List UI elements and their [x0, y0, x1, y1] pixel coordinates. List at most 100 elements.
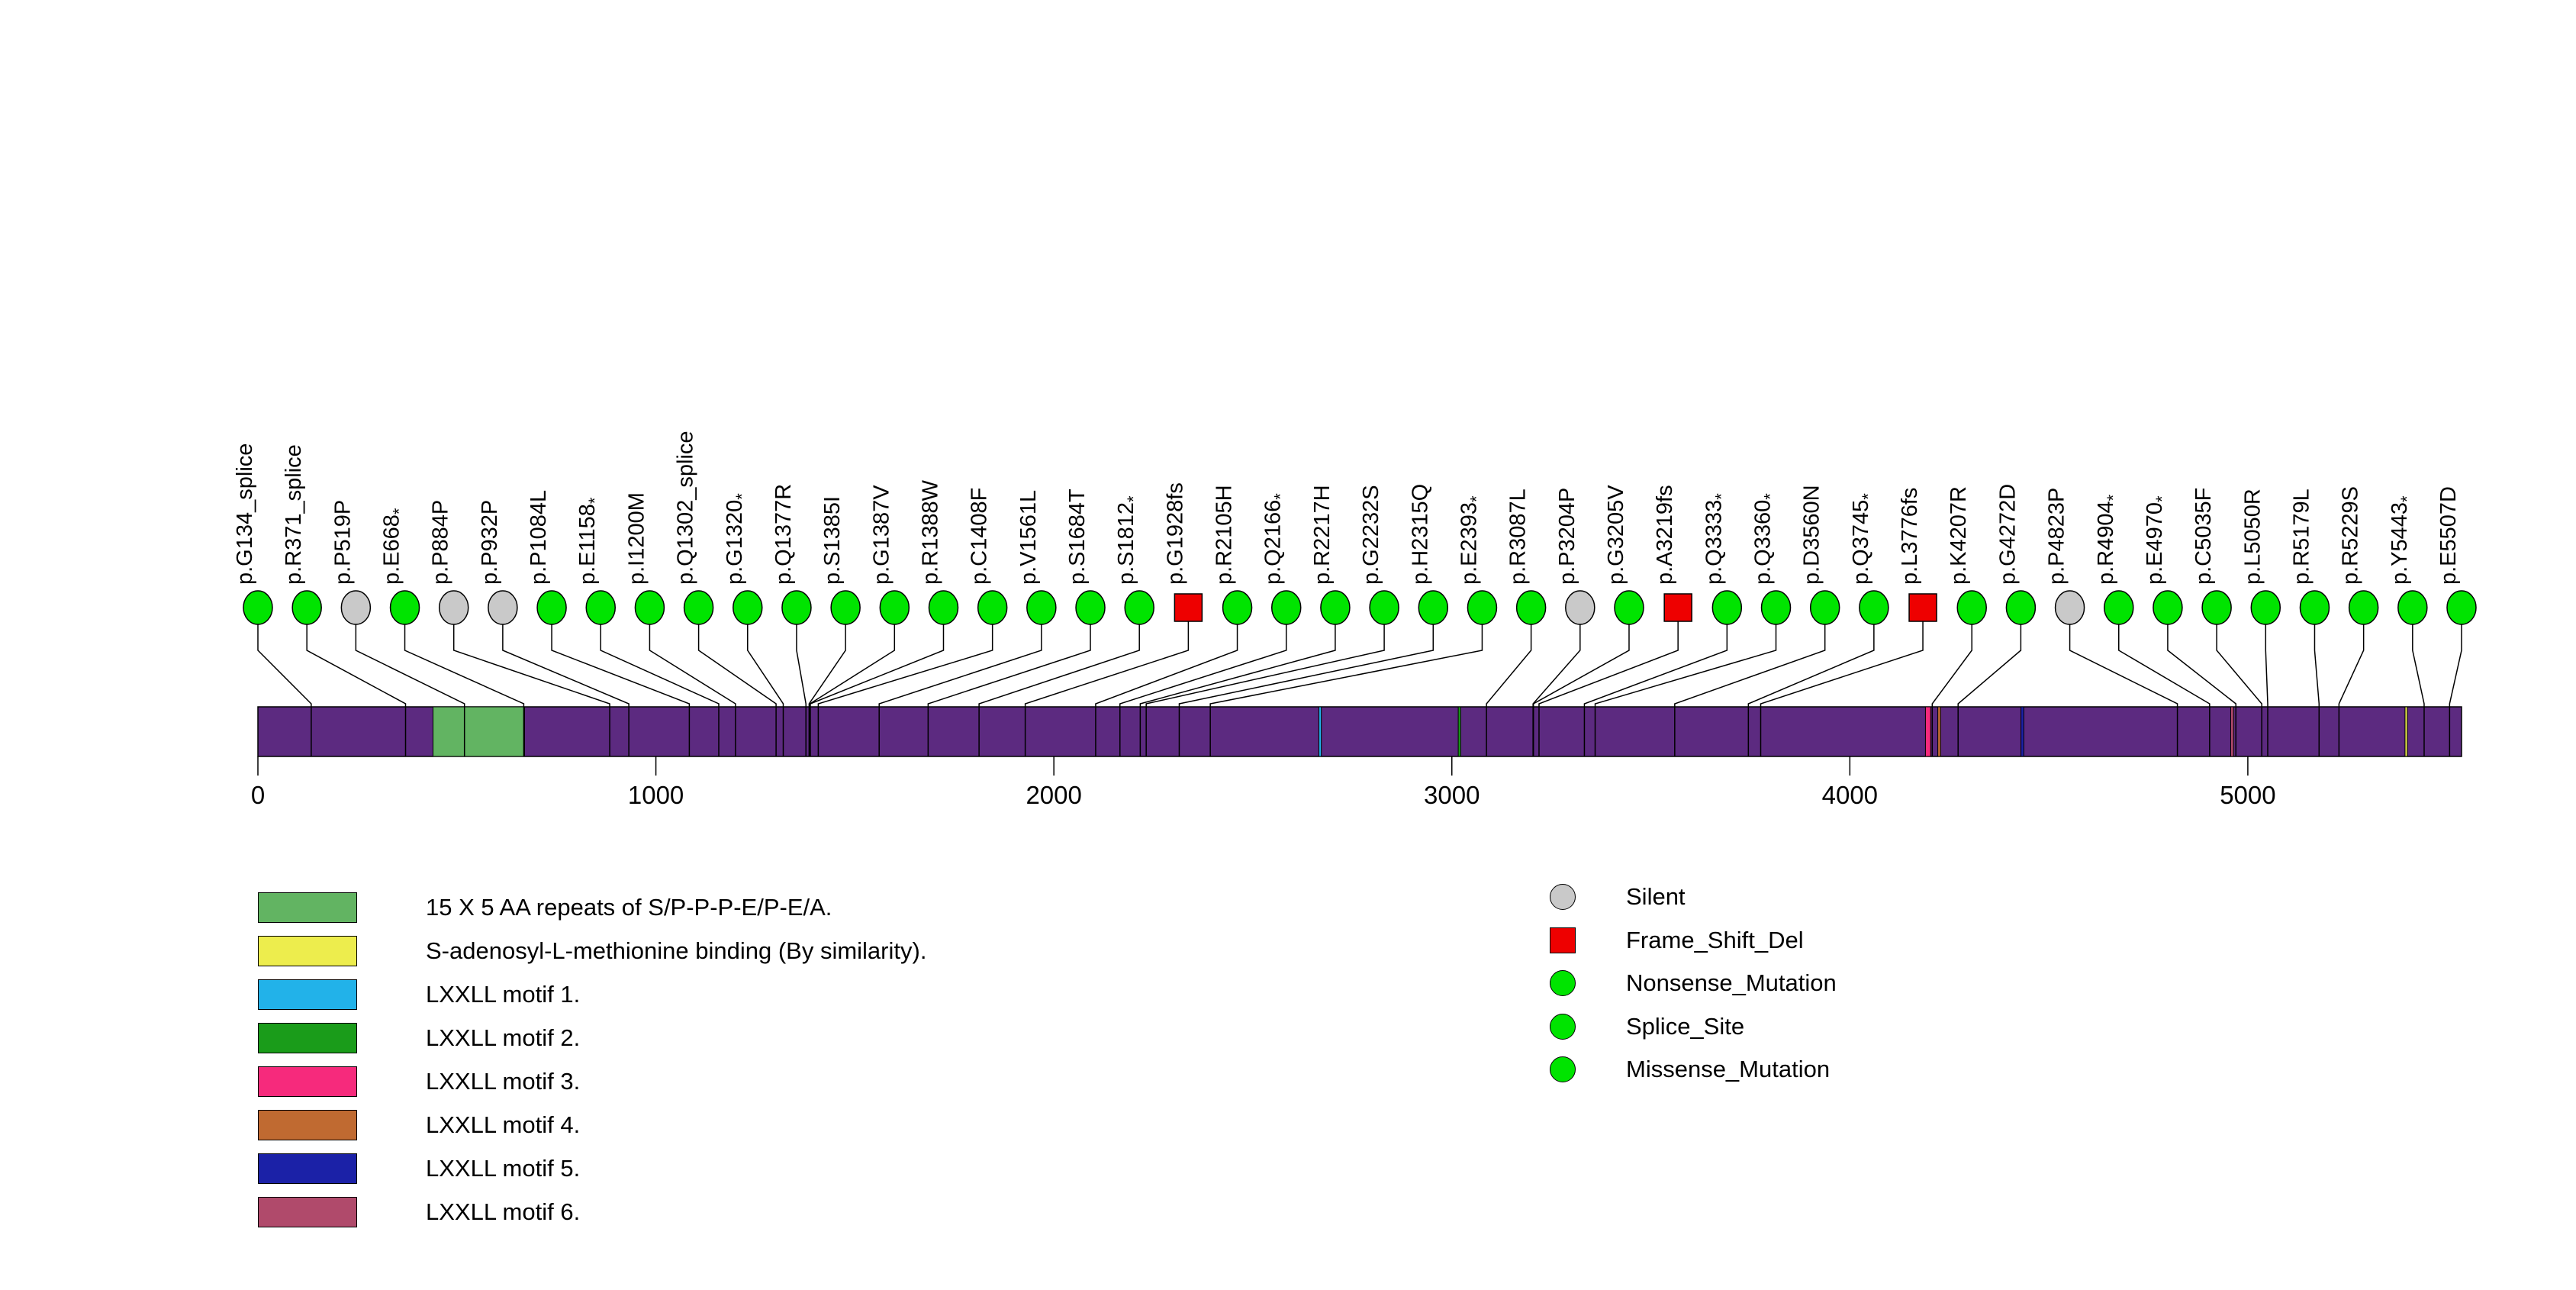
lollipop-head [1320, 590, 1351, 625]
axis-tick-label: 2000 [1026, 781, 1081, 809]
mutation-type-legend-label: Frame_Shift_Del [1626, 926, 1804, 953]
domain-legend: 15 X 5 AA repeats of S/P-P-P-E/P-E/A. S-a… [258, 885, 926, 1234]
mutation-label: p.V1561L [1016, 490, 1041, 585]
lollipop-connector [1139, 624, 1336, 756]
lollipop-head [1515, 590, 1547, 625]
domain-color-swatch [258, 1153, 357, 1184]
lollipop-connector [1024, 621, 1190, 756]
mutation-label: p.E1158* [575, 497, 604, 585]
lollipop-connector [1760, 621, 1924, 756]
lollipop-head [1760, 590, 1792, 625]
mutation-label: p.E2393* [1457, 495, 1486, 585]
mutation-label: p.G3205V [1604, 485, 1628, 585]
lollipop-connector [1538, 621, 1679, 756]
lollipop-head [2005, 590, 2037, 625]
mutation-label: p.S1684T [1065, 489, 1090, 585]
mutation-label: p.E5507D [2436, 486, 2461, 585]
circle-marker-icon [1550, 1056, 1576, 1083]
mutation-type-legend-item: Silent [1549, 876, 1837, 919]
axis-tick-label: 0 [251, 781, 265, 809]
lollipop-head [781, 590, 812, 625]
mutation-type-legend-item: Frame_Shift_Del [1549, 919, 1837, 963]
lollipop-connector [2412, 624, 2425, 756]
mutation-label: p.Q3333* [1702, 493, 1731, 585]
mutation-label: p.R5179L [2289, 489, 2314, 585]
lollipop-connector [1119, 624, 1287, 756]
lollipop-connector [817, 624, 993, 756]
mutation-label: p.P4823P [2045, 488, 2069, 585]
lollipop-head [1222, 590, 1253, 625]
mutation-label: p.L5050R [2240, 489, 2265, 585]
mutation-label: p.I1200M [624, 492, 649, 585]
lollipop-head [977, 590, 1008, 625]
mutation-label: p.G1928fs [1163, 482, 1187, 585]
circle-marker-icon [1550, 1013, 1576, 1040]
lollipop-head [585, 590, 616, 625]
lollipop-head [1418, 590, 1449, 625]
axis-tick-label: 4000 [1822, 781, 1878, 809]
domain-legend-label: LXXLL motif 4. [426, 1111, 581, 1138]
mutation-label: p.Q3745* [1849, 493, 1878, 585]
lollipop-connector [1583, 624, 1728, 756]
lollipop-connector [796, 624, 807, 756]
mutation-label: p.L3776fs [1898, 488, 1922, 585]
lollipop-head [1124, 590, 1154, 625]
mutation-label: p.E4970* [2143, 495, 2172, 585]
lollipop-connector [810, 624, 945, 756]
lollipop-connector [2118, 624, 2211, 756]
domain-legend-label: LXXLL motif 6. [426, 1198, 581, 1225]
lollipop-head [2397, 590, 2428, 625]
mutation-label: p.R3087L [1506, 489, 1531, 585]
protein-domain [1319, 706, 1322, 757]
lollipop-connector [2449, 624, 2462, 756]
lollipop-head [488, 590, 518, 625]
lollipop-head [1859, 590, 1889, 625]
lollipop-connector [306, 624, 407, 756]
domain-legend-item: 15 X 5 AA repeats of S/P-P-P-E/P-E/A. [258, 885, 926, 929]
lollipop-head [683, 590, 714, 625]
mutation-type-legend-item: Splice_Site [1549, 1005, 1837, 1049]
lollipop-connector [649, 624, 736, 756]
domain-legend-label: S-adenosyl-L-methionine binding (By simi… [426, 937, 927, 964]
mutation-label: p.G134_splice [233, 443, 257, 585]
mutation-label: p.G1387V [869, 485, 894, 585]
lollipop-head [438, 590, 469, 625]
domain-legend-label: 15 X 5 AA repeats of S/P-P-P-E/P-E/A. [426, 893, 832, 921]
lollipop-head [2250, 590, 2281, 625]
domain-color-swatch [258, 892, 357, 923]
lollipop-head [2153, 590, 2183, 625]
lollipop-head [2201, 590, 2232, 625]
mutation-type-legend: Silent Frame_Shift_Del Nonsense_Mutation Sp… [1549, 876, 1837, 1092]
domain-color-swatch [258, 1109, 357, 1140]
lollipop-connector [2314, 624, 2320, 756]
mutation-label: p.C5035F [2191, 488, 2216, 585]
mutation-label: p.G1320* [723, 493, 752, 585]
lollipop-connector [452, 624, 610, 756]
mutation-label: p.Q3360* [1751, 493, 1780, 585]
mutation-label: p.P884P [429, 500, 453, 585]
lollipop-head [1809, 590, 1840, 625]
mutation-type-legend-item: Nonsense_Mutation [1549, 962, 1837, 1005]
mutation-label: p.G2232S [1359, 485, 1383, 585]
lollipop-head [389, 590, 420, 625]
lollipop-connector [1145, 624, 1385, 756]
lollipop-connector [2069, 624, 2178, 756]
lollipop-head [1956, 590, 1987, 625]
mutation-label: p.P519P [330, 500, 355, 585]
lollipop-connector [1209, 624, 1483, 756]
domain-legend-item: LXXLL motif 2. [258, 1016, 926, 1059]
mutation-label: p.G4272D [1995, 484, 2020, 585]
lollipop-head [1908, 593, 1937, 622]
square-marker-icon [1550, 927, 1576, 953]
lollipop-head [1663, 593, 1692, 622]
lollipop-head [291, 590, 322, 625]
domain-color-swatch [258, 935, 357, 966]
lollipop-head [1174, 593, 1203, 622]
mutation-label: p.P3204P [1555, 488, 1579, 585]
lollipop-connector [404, 624, 525, 756]
lollipop-connector [600, 624, 720, 756]
lollipop-connector [878, 624, 1042, 756]
protein-bar [257, 706, 2462, 757]
lollipop-connector [978, 624, 1140, 756]
